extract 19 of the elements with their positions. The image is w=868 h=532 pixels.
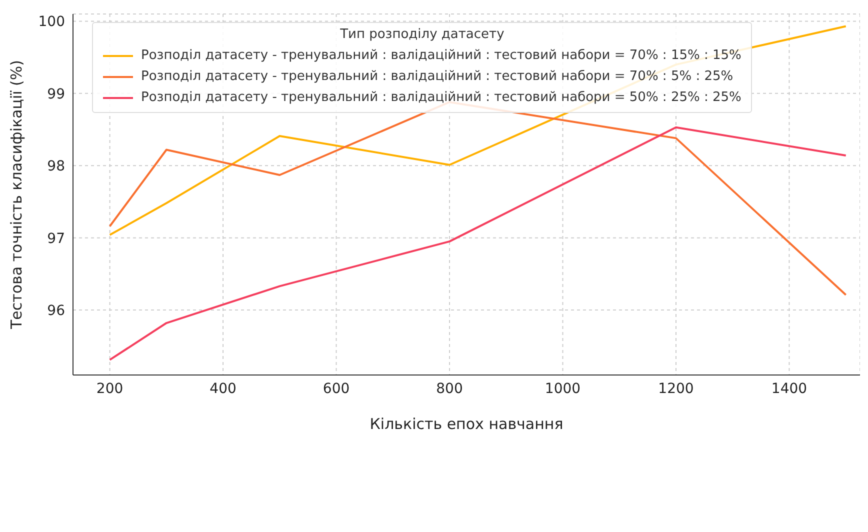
y-tick-label: 97 [47, 230, 65, 247]
x-tick-label: 1000 [544, 380, 581, 397]
y-axis-title: Тестова точність класифікації (%) [7, 60, 26, 330]
legend-label: Розподіл датасету - тренувальний : валідаційний : тестовий набори = 70% : 15% : 15% [141, 47, 742, 65]
y-tick-label: 100 [38, 14, 65, 30]
legend-title: Тип розподілу датасету [339, 27, 506, 42]
legend-label: Розподіл датасету - тренувальний : валідаційний : тестовий набори = 70% : 5% : 25% [141, 68, 734, 86]
line-series [108, 126, 847, 361]
x-tick-label: 400 [210, 380, 236, 397]
x-tick-label: 200 [96, 380, 124, 397]
y-tick-label: 98 [47, 158, 65, 175]
x-tick-label: 1400 [771, 380, 808, 397]
x-tick-label: 1200 [658, 380, 694, 397]
legend-label: Розподіл датасету - тренувальний : валідаційний : тестовий набори = 50% : 25% : 25% [141, 89, 742, 107]
x-axis-title: Кількість епох навчання [370, 415, 564, 433]
x-tick-label: 800 [436, 380, 463, 397]
y-tick-label: 96 [47, 302, 66, 319]
x-tick-label: 600 [322, 380, 350, 397]
y-tick-label: 99 [47, 86, 65, 102]
